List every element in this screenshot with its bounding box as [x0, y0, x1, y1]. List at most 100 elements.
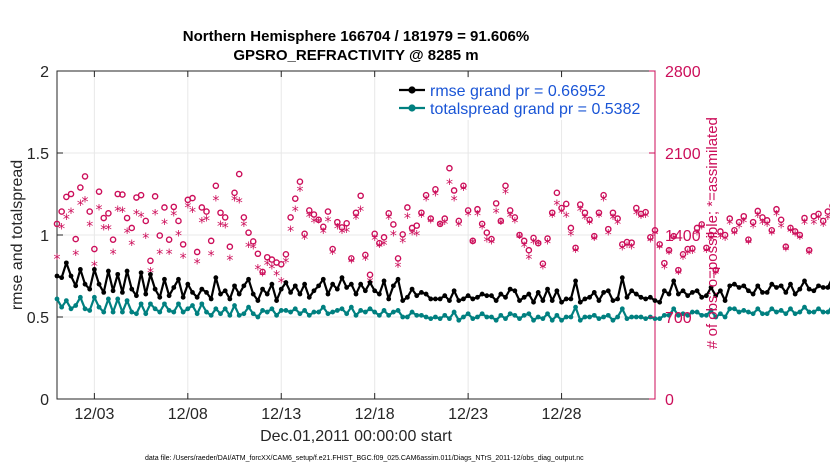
totalspread-point	[708, 308, 714, 313]
totalspread-point	[115, 296, 121, 302]
rmse-point	[278, 286, 284, 292]
possible-obs-point	[422, 191, 430, 199]
possible-obs-point	[576, 201, 584, 208]
assimilated-obs-point: *	[722, 233, 729, 249]
assimilated-obs-point: *	[497, 217, 504, 233]
totalspread-point	[689, 309, 695, 315]
assimilated-obs-point: *	[623, 240, 630, 256]
assimilated-obs-point: *	[264, 258, 271, 274]
totalspread-point	[241, 311, 247, 317]
possible-obs-point	[100, 214, 108, 222]
totalspread-point	[447, 316, 452, 322]
assimilated-obs-point: *	[338, 226, 345, 242]
totalspread-point	[755, 306, 761, 312]
rmse-point	[774, 285, 779, 290]
assimilated-obs-point: *	[156, 247, 163, 263]
assimilated-obs-point: *	[661, 261, 668, 277]
assimilated-obs-point: *	[680, 252, 687, 268]
possible-obs-point	[726, 215, 734, 222]
totalspread-point	[134, 311, 139, 317]
totalspread-point	[232, 303, 237, 308]
totalspread-point	[54, 296, 60, 302]
totalspread-point	[302, 308, 308, 313]
totalspread-point	[166, 308, 172, 313]
right-y-tick-label: 0	[665, 392, 674, 409]
rmse-point	[811, 288, 817, 294]
right-y-tick-label: 2800	[665, 64, 701, 81]
possible-obs-point	[773, 205, 780, 213]
assimilated-obs-point: *	[539, 261, 546, 277]
possible-obs-point	[581, 209, 589, 217]
totalspread-point	[110, 309, 116, 315]
legend-box	[394, 78, 651, 120]
assimilated-obs-point: *	[530, 237, 537, 253]
possible-obs-point	[502, 182, 509, 190]
possible-obs-point	[759, 214, 766, 221]
rmse-point	[143, 291, 149, 297]
rmse-point	[199, 286, 205, 292]
totalspread-point	[811, 309, 817, 315]
rmse-point	[746, 288, 751, 294]
possible-obs-point	[221, 214, 229, 221]
assimilated-obs-point: *	[712, 267, 719, 283]
possible-obs-point	[740, 212, 748, 220]
rmse-point	[559, 299, 564, 305]
totalspread-point	[764, 311, 770, 317]
possible-obs-point	[390, 221, 397, 228]
possible-obs-point	[226, 243, 234, 251]
totalspread-point	[222, 306, 228, 312]
possible-obs-point	[366, 271, 374, 279]
assimilated-obs-point: *	[390, 229, 397, 245]
possible-obs-point	[72, 235, 79, 243]
possible-obs-point	[77, 184, 84, 191]
possible-obs-point	[707, 231, 715, 239]
assimilated-obs-point: *	[493, 206, 500, 222]
legend-totalspread-label: totalspread grand pr = 0.5382	[430, 101, 640, 118]
totalspread-point	[148, 301, 153, 307]
assimilated-obs-point: *	[423, 193, 430, 209]
totalspread-point	[601, 314, 607, 320]
assimilated-obs-point: *	[282, 255, 289, 271]
rmse-point	[741, 283, 747, 289]
rmse-point	[105, 268, 111, 274]
possible-obs-point	[432, 186, 439, 193]
assimilated-obs-point: *	[768, 227, 775, 243]
rmse-point	[465, 293, 471, 299]
totalspread-point	[517, 316, 522, 322]
assimilated-obs-point: *	[170, 209, 177, 225]
totalspread-point	[591, 312, 597, 318]
y-tick-label: 2	[40, 64, 49, 81]
assimilated-obs-point: *	[240, 219, 247, 235]
rmse-point	[222, 288, 228, 294]
x-tick-label: 12/18	[355, 406, 395, 423]
possible-obs-point	[231, 189, 238, 197]
possible-obs-point	[348, 255, 355, 262]
possible-obs-point	[161, 204, 168, 211]
rmse-point	[820, 285, 826, 290]
rmse-point	[792, 291, 798, 297]
y-tick-label: 0	[40, 392, 49, 409]
possible-obs-point	[343, 219, 350, 227]
possible-obs-point	[633, 204, 640, 212]
assimilated-obs-point: *	[254, 262, 261, 278]
totalspread-point	[629, 314, 635, 320]
assimilated-obs-point: *	[558, 206, 565, 222]
assimilated-obs-point: *	[77, 198, 84, 214]
totalspread-point	[157, 309, 163, 315]
totalspread-point	[227, 312, 233, 318]
possible-obs-point	[787, 224, 794, 232]
assimilated-obs-point: *	[740, 216, 747, 232]
rmse-point	[428, 296, 434, 302]
right-y-axis-label: # of obs: o=possible; *=assimilated	[704, 117, 721, 349]
totalspread-point	[171, 309, 177, 315]
rmse-point	[713, 293, 719, 299]
rmse-point	[503, 294, 508, 300]
assimilated-obs-point: *	[469, 237, 476, 253]
assimilated-obs-point: *	[507, 210, 514, 226]
assimilated-obs-point: *	[451, 193, 458, 209]
possible-obs-point	[315, 216, 322, 224]
possible-obs-point	[427, 215, 435, 222]
possible-obs-point	[301, 230, 308, 238]
possible-obs-point	[240, 214, 248, 221]
y-tick-label: 1	[40, 228, 49, 245]
